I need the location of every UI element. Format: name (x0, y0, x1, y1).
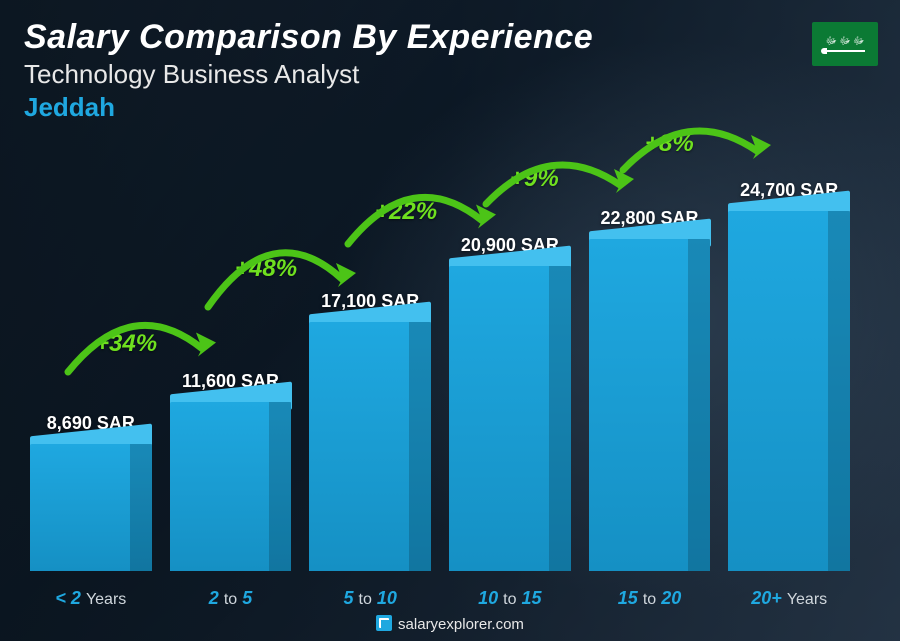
growth-label: +9% (510, 165, 559, 193)
x-axis-label: 15 to 20 (589, 588, 711, 609)
saudi-flag-icon: ﷻ ﷻ ﷻ (825, 37, 865, 52)
footer-text: salaryexplorer.com (398, 616, 524, 633)
footer: salaryexplorer.com (0, 615, 900, 633)
logo-icon (376, 615, 392, 631)
x-axis: < 2 Years 2 to 5 5 to 10 10 to 15 15 to 20 20… (30, 588, 850, 609)
bar-slot: 24,700 SAR (728, 180, 850, 571)
x-axis-label: 2 to 5 (170, 588, 292, 609)
infographic-canvas: Salary Comparison By Experience Technolo… (0, 0, 900, 641)
x-axis-label: 10 to 15 (449, 588, 571, 609)
chart-area: 8,690 SAR11,600 SAR17,100 SAR20,900 SAR2… (30, 150, 850, 571)
bar-slot: 20,900 SAR (449, 235, 571, 571)
bar (589, 239, 711, 571)
x-axis-label: 5 to 10 (309, 588, 431, 609)
growth-label: +22% (375, 198, 437, 226)
location-label: Jeddah (24, 92, 593, 123)
page-title: Salary Comparison By Experience (24, 18, 593, 57)
bar-slot: 17,100 SAR (309, 291, 431, 571)
bar (30, 444, 152, 571)
bar-slot: 11,600 SAR (170, 371, 292, 571)
bar-group: 8,690 SAR11,600 SAR17,100 SAR20,900 SAR2… (30, 150, 850, 571)
bar-slot: 22,800 SAR (589, 208, 711, 571)
country-flag: ﷻ ﷻ ﷻ (812, 22, 878, 66)
bar (309, 322, 431, 571)
page-subtitle: Technology Business Analyst (24, 59, 593, 90)
bar (728, 211, 850, 571)
header-block: Salary Comparison By Experience Technolo… (24, 18, 593, 123)
growth-label: +8% (645, 130, 694, 158)
growth-label: +48% (235, 255, 297, 283)
growth-label: +34% (95, 330, 157, 358)
bar (449, 266, 571, 571)
x-axis-label: < 2 Years (30, 588, 152, 609)
x-axis-label: 20+ Years (728, 588, 850, 609)
bar (170, 402, 292, 571)
bar-slot: 8,690 SAR (30, 413, 152, 571)
